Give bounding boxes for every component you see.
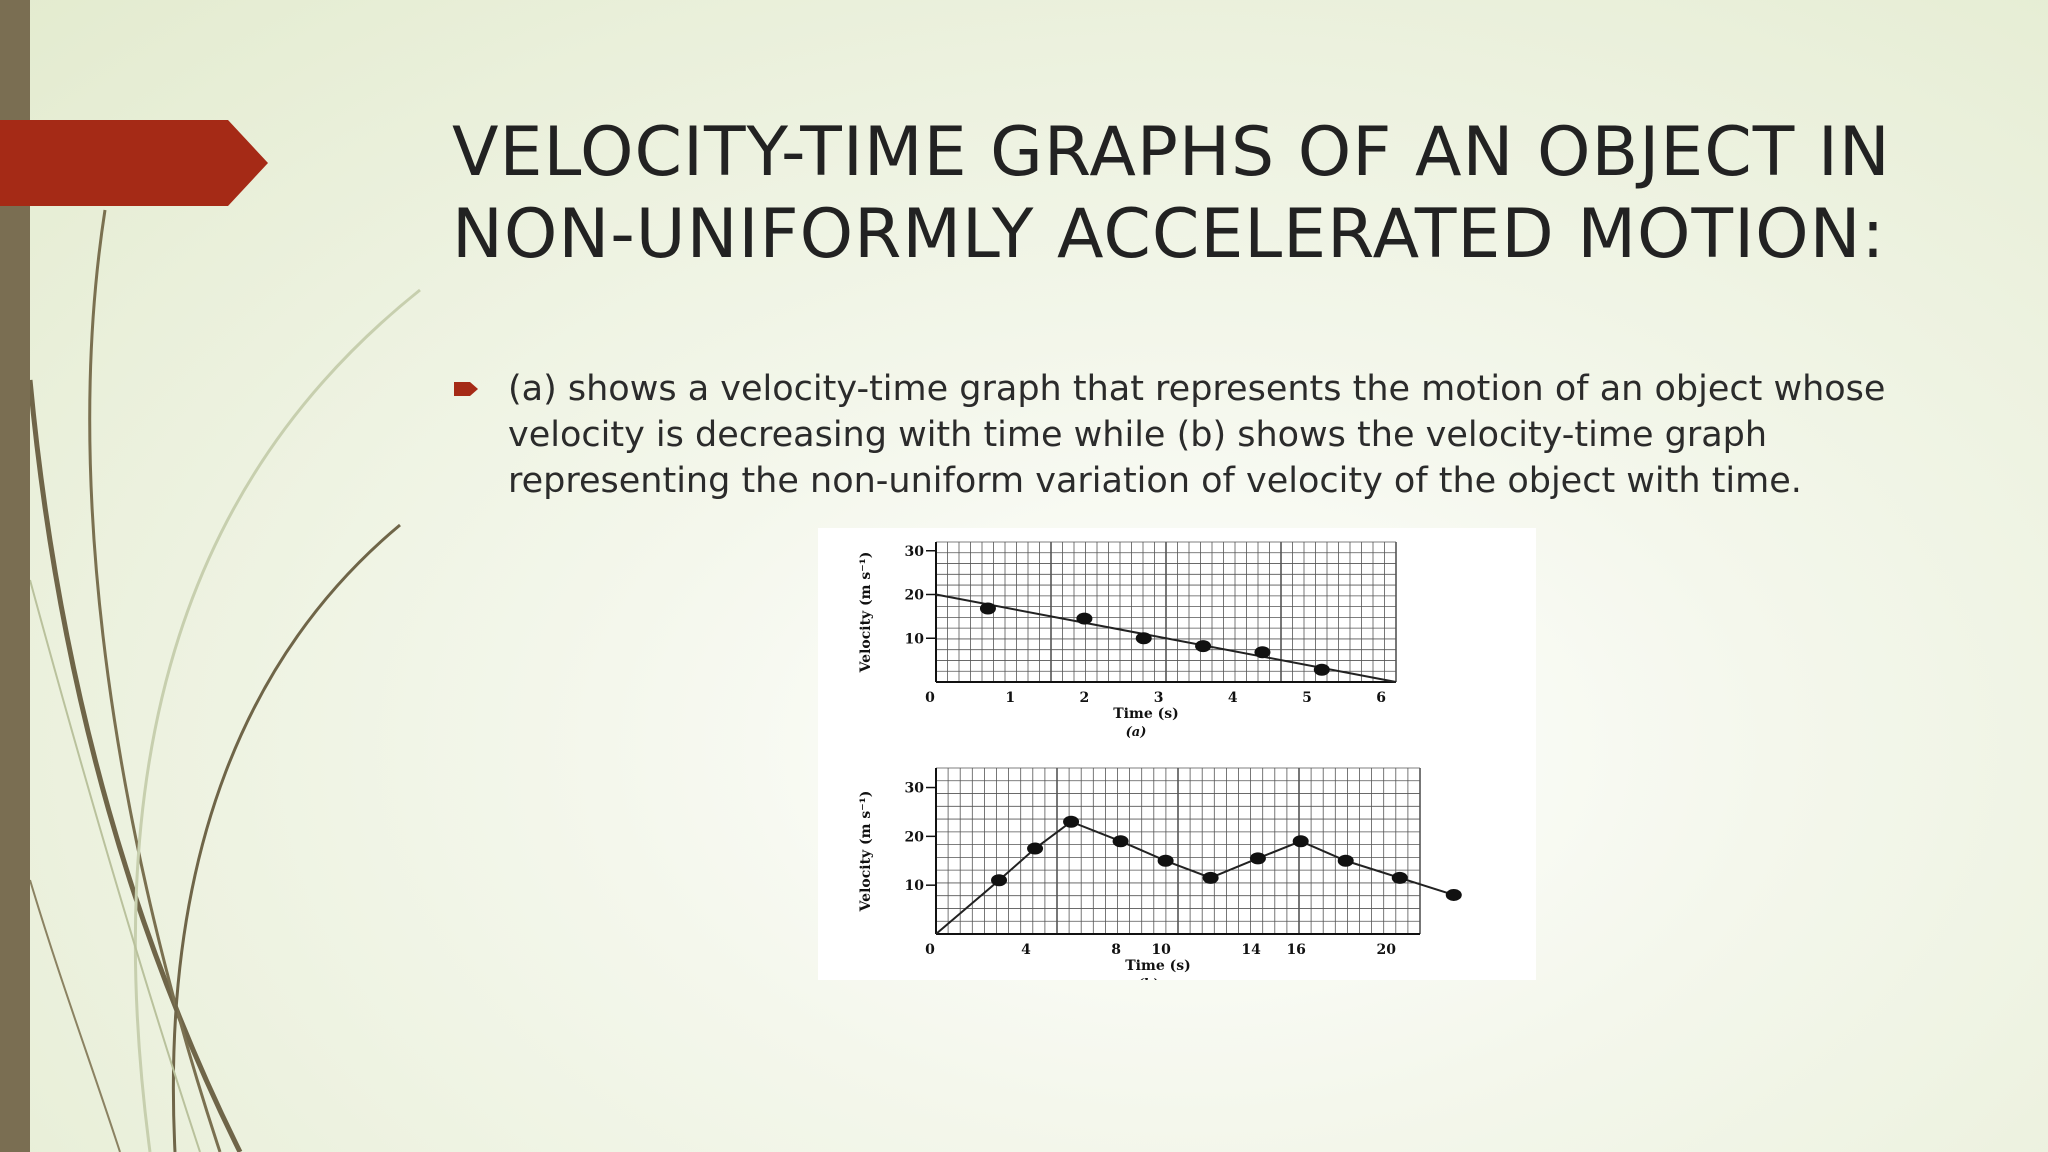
- red-arrow-banner: [0, 120, 268, 206]
- x-tick-label: 0: [925, 942, 935, 958]
- bullet-arrow-icon: [454, 382, 478, 396]
- data-point: [1027, 842, 1044, 855]
- y-tick-label: 30: [905, 781, 925, 797]
- data-point: [1076, 612, 1093, 625]
- x-tick-label: 8: [1111, 942, 1121, 958]
- x-tick-label: 4: [1021, 942, 1031, 958]
- chart-caption: (b): [1137, 977, 1158, 980]
- y-tick-label: 20: [905, 829, 925, 845]
- deco-curve-3: [171, 523, 401, 1152]
- data-point: [1313, 663, 1330, 676]
- chart-caption: (a): [1126, 725, 1147, 740]
- x-tick-label: 3: [1154, 690, 1164, 706]
- data-point: [1195, 640, 1212, 653]
- data-point: [991, 874, 1008, 887]
- decorative-curves: [27, 209, 421, 1152]
- data-point: [1157, 854, 1174, 867]
- data-point: [1254, 646, 1271, 659]
- y-tick-label: 10: [905, 878, 925, 894]
- x-axis-label: Time (s): [1125, 958, 1190, 974]
- bullet-text: (a) shows a velocity-time graph that rep…: [508, 369, 1886, 501]
- series-line: [935, 820, 1455, 935]
- data-point: [1337, 854, 1354, 867]
- data-point: [1202, 871, 1219, 884]
- data-point: [1135, 632, 1152, 645]
- x-tick-label: 14: [1241, 942, 1261, 958]
- y-tick-label: 30: [905, 544, 925, 560]
- data-point: [1063, 815, 1080, 828]
- x-tick-label: 20: [1376, 942, 1396, 958]
- deco-curve-1: [27, 379, 243, 1152]
- data-point: [1391, 871, 1408, 884]
- deco-curve-5: [29, 579, 201, 1152]
- x-tick-label: 0: [925, 690, 935, 706]
- data-point: [1249, 852, 1266, 865]
- y-tick-label: 20: [905, 588, 925, 604]
- data-point: [1445, 888, 1462, 901]
- deco-curve-2: [88, 209, 222, 1152]
- y-axis-label: Velocity (m s⁻¹): [858, 552, 874, 674]
- chart-b: 10 20 30 0 4 8 10 14 16 20 Time (s) (b) Velocity (m …: [858, 767, 1462, 980]
- y-tick-label: 10: [905, 631, 925, 647]
- deco-curve-6: [29, 879, 121, 1152]
- x-tick-label: 10: [1151, 942, 1171, 958]
- chart-a: 10 20 30 0 1 2 3 4 5 6 Time (s) (a) Velocity (m s⁻¹): [858, 541, 1397, 740]
- x-tick-label: 5: [1302, 690, 1312, 706]
- x-tick-label: 6: [1376, 690, 1386, 706]
- data-point: [979, 602, 996, 615]
- deco-curve-4: [133, 288, 421, 1152]
- figure-panel: 10 20 30 0 1 2 3 4 5 6 Time (s) (a) Velocity (m s⁻¹)…: [818, 528, 1536, 980]
- x-tick-label: 4: [1228, 690, 1238, 706]
- x-axis-label: Time (s): [1113, 706, 1178, 722]
- x-tick-label: 16: [1286, 942, 1305, 958]
- x-tick-label: 2: [1080, 690, 1090, 706]
- data-point: [1112, 835, 1129, 848]
- y-axis-label: Velocity (m s⁻¹): [858, 791, 874, 913]
- x-tick-label: 1: [1005, 690, 1015, 706]
- slide-title: VELOCITY-TIME GRAPHS OF AN OBJECT IN NON…: [452, 113, 1891, 274]
- data-point: [1292, 835, 1309, 848]
